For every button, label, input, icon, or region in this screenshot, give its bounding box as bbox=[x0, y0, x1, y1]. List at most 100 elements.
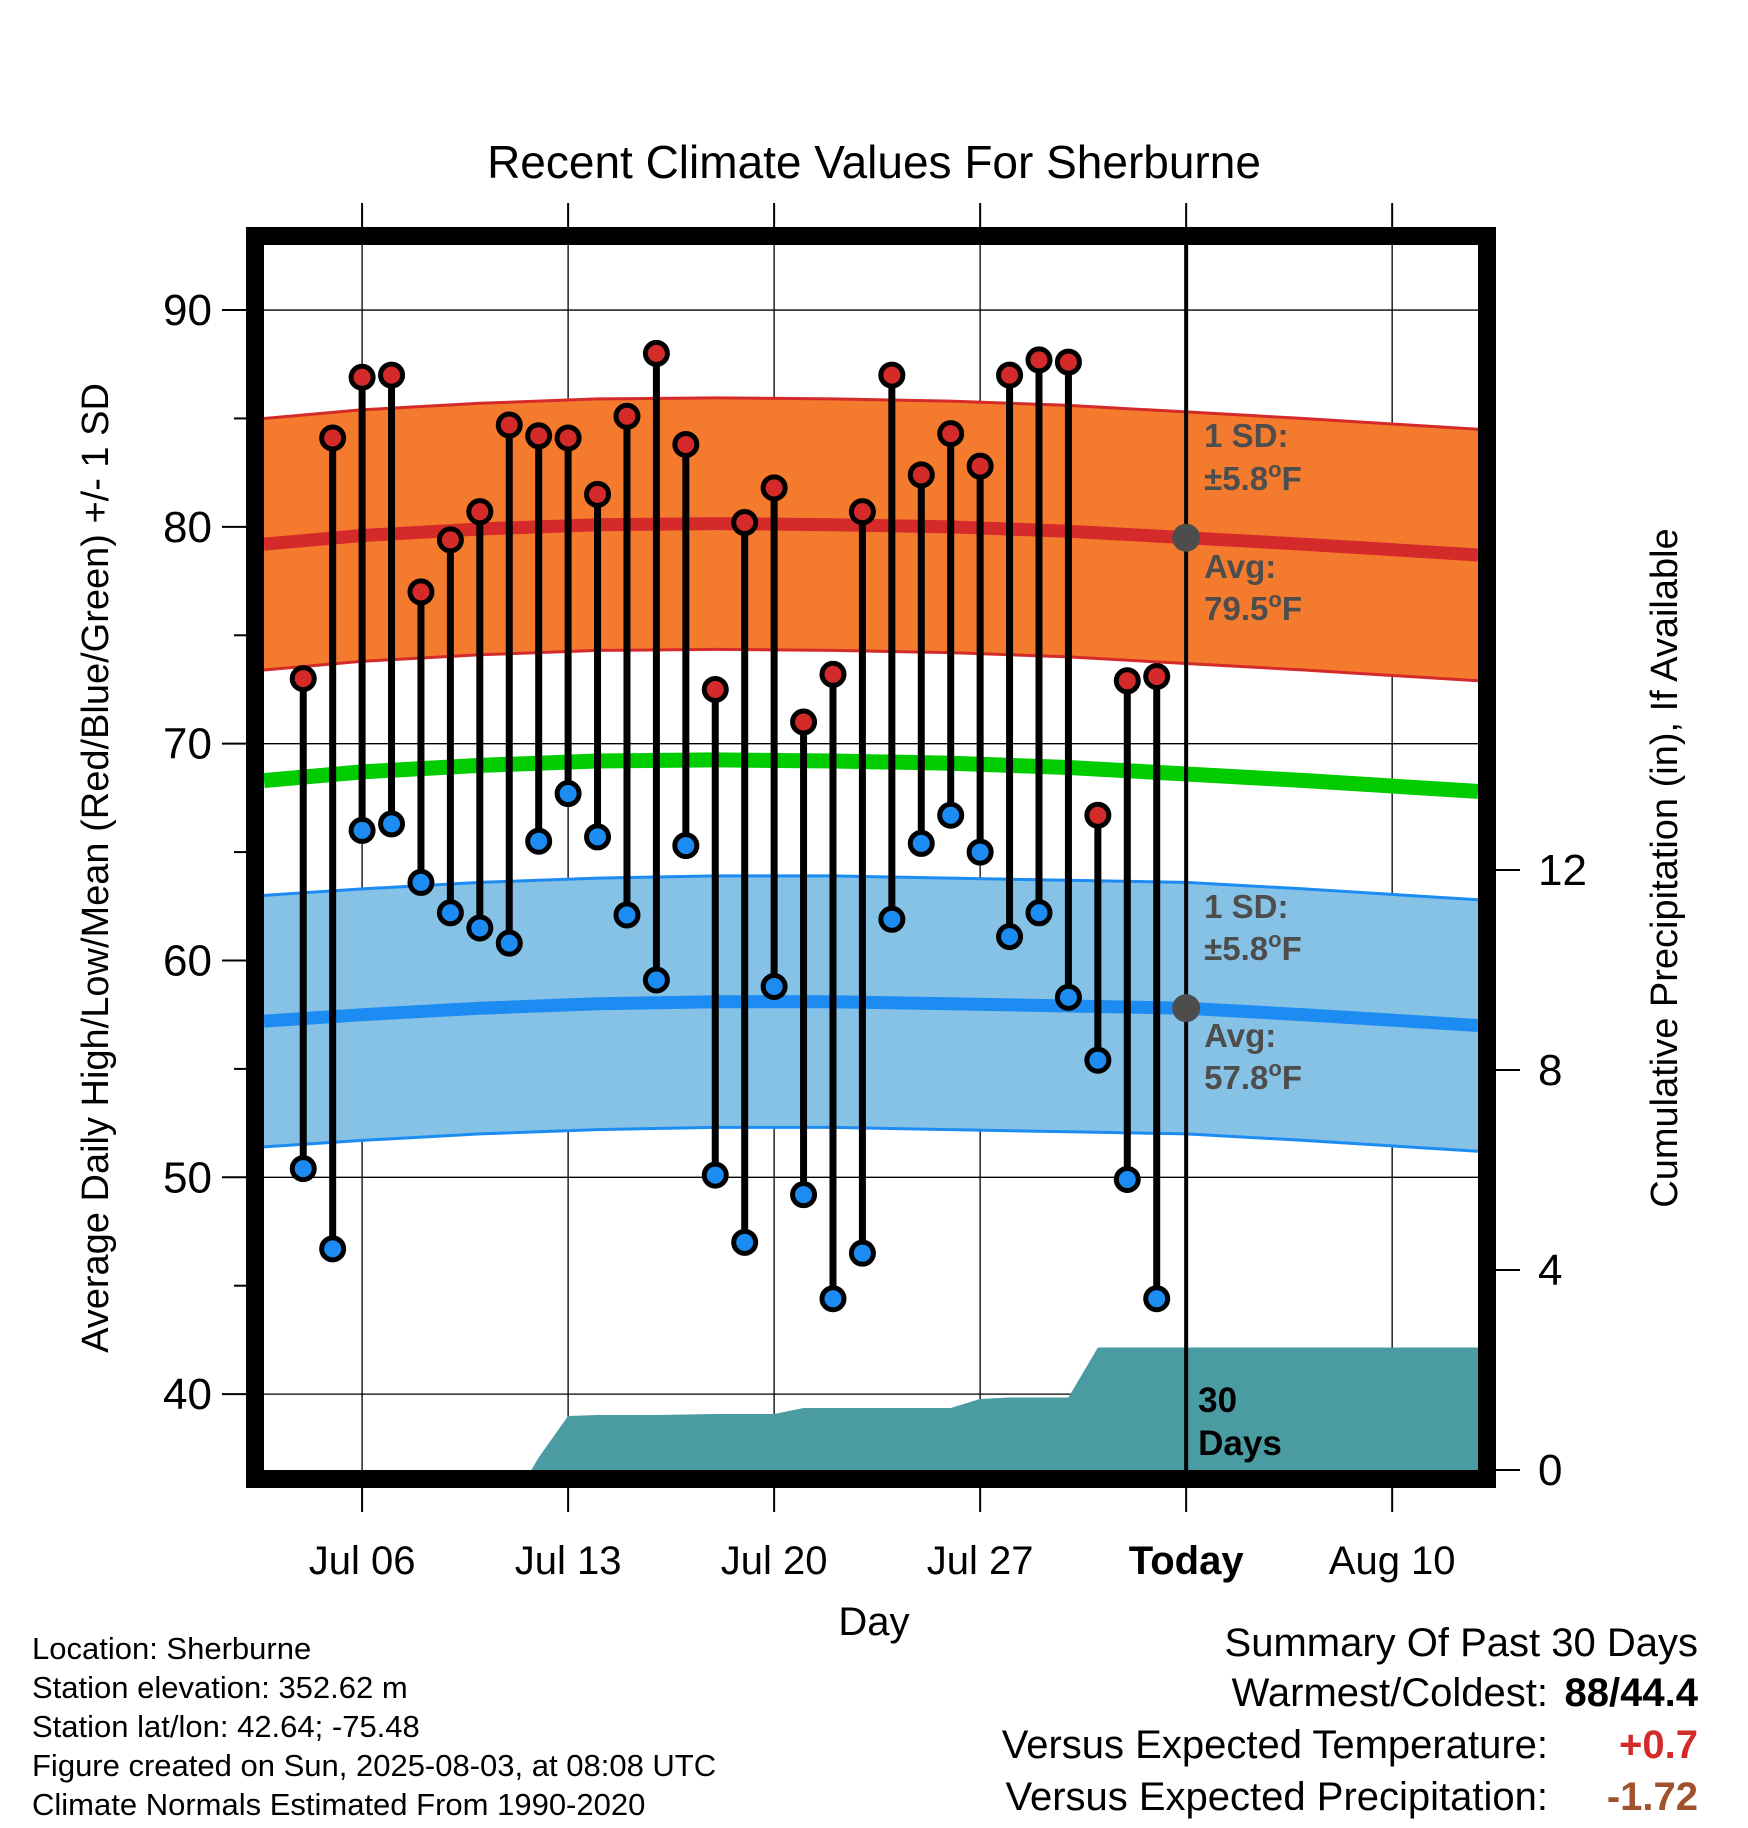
daily-low-point bbox=[878, 905, 906, 933]
chart-title: Recent Climate Values For Sherburne bbox=[487, 136, 1261, 188]
daily-low-point bbox=[996, 923, 1024, 951]
daily-low-point bbox=[584, 823, 612, 851]
daily-high-point bbox=[613, 402, 641, 430]
daily-low-point bbox=[672, 832, 700, 860]
x-tick-label: Jul 27 bbox=[927, 1539, 1034, 1583]
daily-low-point bbox=[319, 1235, 347, 1263]
created-text: Figure created on Sun, 2025-08-03, at 08… bbox=[32, 1748, 717, 1783]
plot-interior bbox=[264, 245, 1478, 1470]
daily-high-point bbox=[289, 665, 317, 693]
today-low-avg-marker bbox=[1172, 994, 1201, 1023]
daily-low-point bbox=[466, 914, 494, 942]
daily-high-point bbox=[1054, 348, 1082, 376]
daily-low-point bbox=[554, 780, 582, 808]
daily-low-point bbox=[731, 1228, 759, 1256]
daily-low-point bbox=[613, 901, 641, 929]
daily-high-point bbox=[642, 339, 670, 367]
daily-low-point bbox=[1084, 1046, 1112, 1074]
y-tick-label: 50 bbox=[163, 1153, 212, 1202]
daily-high-point bbox=[348, 363, 376, 391]
daily-high-point bbox=[466, 498, 494, 526]
precip-anomaly-label: Versus Expected Precipitation: bbox=[1005, 1775, 1548, 1819]
summary-precip-row: Versus Expected Precipitation: -1.72 bbox=[1005, 1774, 1698, 1820]
daily-high-point bbox=[1143, 662, 1171, 690]
latlon-text: Station lat/lon: 42.64; -75.48 bbox=[32, 1709, 420, 1744]
y2-axis-label: Cumulative Precipitation (in), If Availa… bbox=[1644, 528, 1686, 1207]
low-avg-annotation: Avg: bbox=[1204, 1017, 1276, 1054]
warm-cold-value: 88/44.4 bbox=[1548, 1670, 1698, 1716]
y-tick-label: 90 bbox=[163, 286, 212, 335]
coldest-value: 44.4 bbox=[1620, 1671, 1698, 1715]
x-tick-label: Jul 06 bbox=[309, 1539, 416, 1583]
normal-mean-line bbox=[264, 752, 1478, 799]
warm-cold-label: Warmest/Coldest: bbox=[1231, 1671, 1548, 1715]
daily-high-point bbox=[1113, 667, 1141, 695]
y-tick-label: 40 bbox=[163, 1370, 212, 1419]
plot-frame bbox=[246, 227, 1496, 1488]
daily-high-point bbox=[760, 474, 788, 502]
daily-high-point bbox=[672, 430, 700, 458]
daily-low-point bbox=[642, 966, 670, 994]
daily-high-point bbox=[966, 452, 994, 480]
low-sd-annotation: 1 SD: bbox=[1204, 888, 1288, 925]
warm-cold-separator: / bbox=[1609, 1671, 1621, 1715]
daily-high-point bbox=[554, 424, 582, 452]
daily-high-point bbox=[907, 461, 935, 489]
daily-high-point bbox=[1025, 346, 1053, 374]
daily-high-point bbox=[731, 509, 759, 537]
normals-text: Climate Normals Estimated From 1990-2020 bbox=[32, 1787, 646, 1822]
daily-high-point bbox=[584, 480, 612, 508]
high-sd-upper-line bbox=[264, 396, 1478, 431]
y2-tick-label: 4 bbox=[1538, 1246, 1562, 1295]
y-tick-label: 60 bbox=[163, 936, 212, 985]
daily-low-point bbox=[289, 1155, 317, 1183]
y2-tick-label: 0 bbox=[1538, 1446, 1562, 1495]
daily-low-point bbox=[760, 973, 788, 1001]
x-tick-label: Jul 13 bbox=[515, 1539, 622, 1583]
daily-low-point bbox=[966, 838, 994, 866]
daily-low-point bbox=[701, 1161, 729, 1189]
daily-low-point bbox=[819, 1285, 847, 1313]
daily-high-point bbox=[1084, 801, 1112, 829]
daily-high-point bbox=[701, 675, 729, 703]
daily-low-point bbox=[1025, 899, 1053, 927]
y-tick-label: 70 bbox=[163, 720, 212, 769]
daily-high-point bbox=[878, 361, 906, 389]
low-sd-band bbox=[264, 875, 1478, 1152]
y2-tick-label: 8 bbox=[1538, 1046, 1562, 1095]
high-avg-annotation: Avg: bbox=[1204, 548, 1276, 585]
daily-low-point bbox=[1143, 1285, 1171, 1313]
x-tick-label: Today bbox=[1129, 1539, 1245, 1583]
precip-anomaly-value: -1.72 bbox=[1606, 1775, 1698, 1819]
precip-area bbox=[264, 1347, 1478, 1470]
x-tick-label: Jul 20 bbox=[721, 1539, 828, 1583]
daily-low-point bbox=[937, 801, 965, 829]
y-axis-label: Average Daily High/Low/Mean (Red/Blue/Gr… bbox=[75, 383, 117, 1353]
window-label-word: Days bbox=[1198, 1424, 1282, 1463]
warmest-value: 88 bbox=[1564, 1671, 1610, 1715]
daily-low-point bbox=[407, 868, 435, 896]
low-sd-value-annotation: ±5.8oF bbox=[1204, 927, 1302, 967]
elevation-text: Station elevation: 352.62 m bbox=[32, 1670, 408, 1705]
daily-high-point bbox=[319, 424, 347, 452]
summary-warm-cold-row: Warmest/Coldest: 88/44.4 bbox=[1232, 1670, 1698, 1716]
daily-low-point bbox=[1113, 1165, 1141, 1193]
daily-low-point bbox=[348, 816, 376, 844]
daily-high-point bbox=[495, 411, 523, 439]
high-sd-value-annotation: ±5.8oF bbox=[1204, 457, 1302, 497]
high-sd-lower-line bbox=[264, 647, 1478, 683]
daily-high-point bbox=[790, 708, 818, 736]
daily-high-point bbox=[407, 578, 435, 606]
daily-high-point bbox=[819, 660, 847, 688]
y-tick-label: 80 bbox=[163, 503, 212, 552]
daily-high-point bbox=[937, 420, 965, 448]
daily-high-point bbox=[378, 361, 406, 389]
daily-low-point bbox=[495, 929, 523, 957]
daily-low-point bbox=[378, 810, 406, 838]
daily-high-point bbox=[996, 361, 1024, 389]
temp-anomaly-label: Versus Expected Temperature: bbox=[1001, 1723, 1548, 1767]
daily-high-point bbox=[848, 498, 876, 526]
low-avg-value-annotation: 57.8oF bbox=[1204, 1056, 1302, 1096]
daily-low-point bbox=[790, 1181, 818, 1209]
y2-tick-label: 12 bbox=[1538, 846, 1587, 895]
